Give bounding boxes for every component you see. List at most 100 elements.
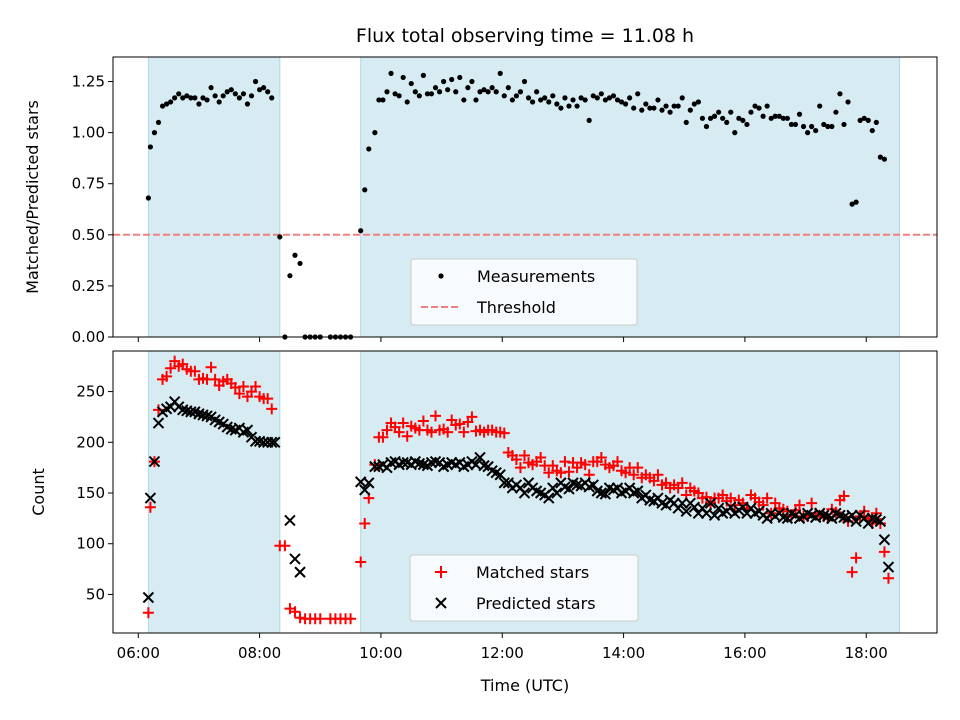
predicted-stars-point-44 (385, 456, 397, 469)
y-tick-label-1-4: 250 (76, 383, 105, 401)
measurements-point-133 (707, 115, 714, 121)
measurements-point-144 (752, 103, 758, 109)
measurements-point-101 (578, 95, 584, 101)
measurements-point-81 (497, 70, 503, 76)
measurements-point-31 (265, 89, 271, 95)
measurements-point-139 (732, 130, 738, 136)
predicted-stars-point-117 (680, 505, 692, 517)
predicted-stars-point-77 (518, 487, 531, 499)
matched-stars-point-41 (314, 613, 326, 625)
measurements-point-118 (647, 105, 653, 111)
y-tick-label-1-1: 100 (76, 535, 105, 553)
measurements-point-2 (147, 144, 154, 150)
measurements-point-18 (212, 93, 218, 99)
measurements-point-59 (408, 80, 414, 87)
measurements-point-102 (582, 97, 588, 103)
measurements-point-92 (542, 95, 548, 101)
measurements-point-15 (200, 95, 206, 101)
measurements-point-91 (538, 97, 544, 103)
measurements-point-55 (392, 91, 398, 97)
legend-marker-matched-stars (435, 566, 447, 578)
matched-stars-point-32 (266, 403, 278, 415)
measurements-point-104 (590, 93, 596, 99)
top-y-axis-label: Matched/Predicted stars (23, 100, 42, 294)
measurements-point-50 (372, 130, 378, 136)
measurements-point-172 (865, 117, 871, 123)
predicted-stars-point-15 (197, 409, 209, 421)
measurements-point-52 (380, 97, 386, 103)
measurements-point-137 (724, 119, 730, 126)
measurements-point-48 (362, 187, 368, 193)
measurements-point-149 (772, 113, 778, 119)
measurements-point-171 (861, 115, 867, 121)
matched-stars-point-177 (882, 572, 894, 584)
y-tick-label-0-5: 1.25 (72, 73, 105, 91)
measurements-point-155 (796, 111, 803, 117)
measurements-point-76 (477, 89, 483, 95)
measurements-point-159 (813, 127, 819, 134)
measurements-point-28 (252, 78, 259, 85)
predicted-stars-point-51 (413, 457, 426, 470)
matched-stars-point-68 (442, 426, 454, 438)
matched-stars-point-34 (279, 540, 291, 552)
measurements-point-121 (659, 107, 665, 113)
measurements-point-167 (845, 99, 851, 105)
measurements-point-150 (776, 113, 782, 119)
measurements-point-82 (501, 93, 507, 99)
matched-stars-point-138 (725, 492, 737, 504)
predicted-stars-point-97 (599, 488, 612, 500)
measurements-point-174 (873, 119, 879, 126)
legend-label-predicted-stars: Predicted stars (476, 594, 596, 613)
predicted-stars-point-14 (193, 408, 205, 420)
measurements-point-88 (525, 95, 532, 101)
measurements-point-176 (881, 156, 888, 162)
measurements-point-109 (610, 93, 617, 99)
measurements-point-130 (695, 99, 701, 105)
predicted-stars-point-108 (644, 494, 656, 506)
measurements-point-125 (675, 103, 681, 109)
x-tick-label-3: 12:00 (481, 644, 524, 662)
measurements-point-72 (461, 97, 467, 103)
measurements-point-60 (412, 89, 418, 95)
shaded-interval-1 (147, 56, 281, 338)
matched-stars-point-25 (237, 381, 249, 393)
x-tick-label-2: 10:00 (359, 644, 402, 662)
measurements-point-20 (220, 93, 226, 99)
measurements-point-11 (184, 93, 190, 99)
measurements-point-13 (192, 95, 198, 101)
y-tick-label-0-3: 0.75 (72, 175, 105, 193)
matched-stars-point-102 (579, 459, 591, 471)
matched-stars-point-50 (369, 459, 381, 471)
predicted-stars-point-16 (201, 410, 213, 422)
matched-stars-point-37 (294, 612, 306, 624)
matched-stars-point-47 (355, 556, 367, 568)
bottom-legend: Matched stars Predicted stars (409, 554, 639, 622)
y-tick-label-0-4: 1.00 (72, 124, 105, 142)
measurements-point-22 (228, 87, 234, 93)
matched-stars-point-115 (632, 462, 644, 474)
matched-stars-point-132 (700, 491, 712, 503)
predicted-stars-point-116 (676, 497, 688, 509)
x-tick-label-6: 18:00 (845, 644, 888, 662)
predicted-stars-point-35 (289, 553, 301, 565)
matched-stars-point-18 (209, 373, 221, 385)
y-tick-label-0-1: 0.25 (72, 277, 105, 295)
predicted-stars-point-30 (257, 436, 270, 449)
measurements-point-145 (756, 105, 762, 111)
top-panel: 0.00 0.25 0.50 0.75 1.00 1.25 Flux total obse… (23, 25, 938, 346)
top-legend: Measurements Threshold (410, 258, 638, 326)
measurements-point-21 (224, 89, 230, 95)
predicted-stars-point-165 (874, 515, 887, 528)
measurements-point-54 (388, 70, 394, 76)
measurements-point-166 (841, 121, 847, 128)
measurements-point-173 (869, 127, 875, 134)
measurements-point-73 (465, 85, 471, 91)
measurements-point-148 (768, 115, 774, 121)
predicted-stars-point-122 (700, 507, 713, 520)
matched-stars-point-52 (377, 431, 389, 443)
measurements-point-35 (287, 273, 293, 279)
measurements-point-25 (240, 91, 247, 97)
x-axis-label: Time (UTC) (480, 676, 569, 695)
measurements-point-8 (172, 95, 178, 101)
measurements-point-51 (376, 97, 382, 103)
